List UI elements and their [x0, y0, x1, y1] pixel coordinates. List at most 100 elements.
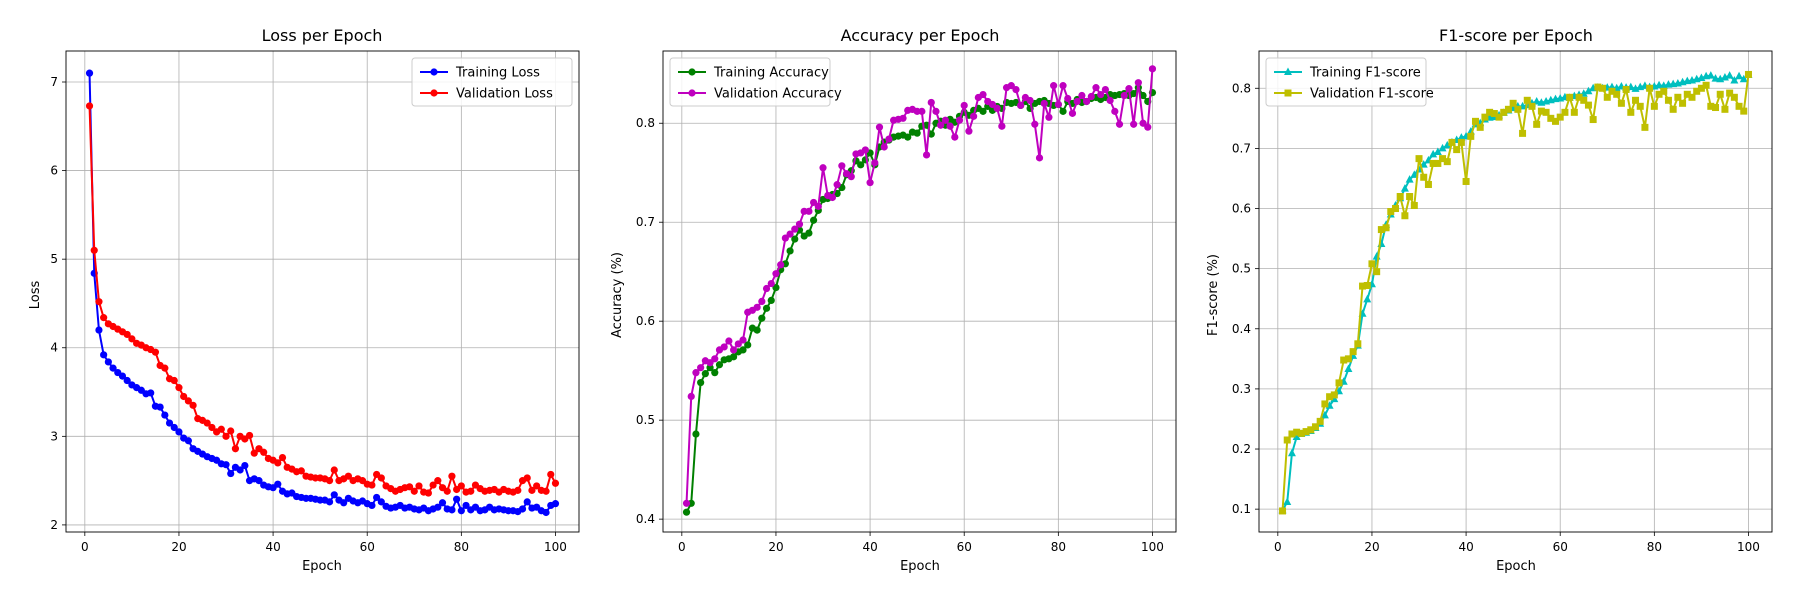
accuracy-series-1-point	[1087, 92, 1095, 101]
f1-series-1-point	[1683, 90, 1691, 98]
f1-series-1-point	[1448, 138, 1456, 146]
accuracy-series-1-point	[1082, 97, 1091, 106]
f1-series-1-point	[1744, 70, 1752, 78]
loss-legend-marker-0	[430, 68, 438, 76]
accuracy-series-1-point	[970, 112, 978, 120]
f1-series-1-point	[1500, 108, 1508, 116]
loss-series-0-point	[340, 499, 348, 507]
f1-series-0-point	[1405, 175, 1414, 183]
f1-series-1-point	[1669, 105, 1677, 113]
f1-series-1-point	[1584, 101, 1592, 109]
loss-series-1-point	[245, 431, 254, 440]
f1-series-1-point	[1495, 113, 1503, 121]
f1-series-1-point	[1646, 84, 1654, 92]
loss-series-1-point	[100, 314, 108, 322]
accuracy-chart-xlabel: Epoch	[900, 559, 940, 574]
loss-series-1-point	[260, 448, 268, 456]
accuracy-legend-box	[669, 57, 831, 107]
accuracy-series-0-point	[1059, 107, 1067, 115]
f1-series-1-point	[1387, 208, 1395, 216]
accuracy-legend-marker-1	[688, 89, 696, 97]
accuracy-series-1-point	[880, 143, 888, 151]
accuracy-series-1-point	[993, 104, 1001, 113]
f1-series-1-point	[1490, 110, 1498, 118]
f1-series-1-point	[1594, 83, 1602, 91]
accuracy-series-0-point	[753, 326, 761, 334]
accuracy-series-1-point	[838, 162, 846, 170]
f1-series-1-point	[1340, 356, 1348, 364]
loss-ytick-label: 6	[50, 164, 58, 178]
f1-chart-ylabel: F1-score (%)	[1206, 254, 1221, 336]
accuracy-series-0-point	[692, 430, 700, 438]
f1-series-1-point	[1382, 224, 1390, 232]
f1-chart: F1-score per Epoch Epoch F1-score (%) 0 2…	[1206, 26, 1773, 574]
accuracy-chart-plot-area: 0 20 40 60 80 100 0.4 0.5 0.6 0.7 0.8 Training Accu…	[636, 50, 1177, 554]
f1-series-1-point	[1547, 114, 1555, 122]
loss-series-0-point	[165, 419, 174, 427]
loss-series-1-point	[203, 419, 211, 427]
f1-ytick-label: 0.1	[1232, 502, 1251, 516]
f1-series-1-point	[1283, 436, 1291, 444]
accuracy-xtick-label: 100	[1141, 540, 1164, 554]
loss-series-1-point	[533, 482, 541, 490]
loss-axes-frame	[65, 50, 580, 533]
accuracy-series-0-point	[805, 229, 813, 237]
accuracy-chart: Accuracy per Epoch Epoch Accuracy (%) 0 2…	[610, 26, 1177, 574]
accuracy-series-1-point	[1054, 100, 1062, 109]
f1-series-1-point	[1712, 104, 1720, 112]
f1-legend: Training F1-score Validation F1-score	[1265, 57, 1434, 107]
f1-series-1-point	[1552, 117, 1560, 125]
loss-series-0-point	[373, 493, 381, 502]
f1-series-1-point	[1373, 268, 1381, 276]
f1-series-1-point	[1519, 129, 1527, 137]
f1-ytick-label: 0.6	[1232, 202, 1251, 216]
f1-series-1-point	[1476, 123, 1484, 131]
loss-series-0-point	[368, 501, 376, 510]
accuracy-series-1-point	[998, 122, 1006, 130]
accuracy-xtick-label: 0	[678, 540, 686, 554]
accuracy-series-1-point	[772, 270, 780, 278]
accuracy-series-1-point	[861, 146, 869, 154]
f1-series-0-point	[1725, 71, 1734, 79]
loss-series-0-point	[161, 411, 169, 419]
accuracy-series-1-point	[729, 346, 738, 354]
f1-series-1-point	[1467, 132, 1475, 140]
accuracy-series-1-point	[1026, 96, 1034, 105]
f1-series-1-point	[1556, 113, 1564, 121]
loss-series-1-point	[330, 466, 338, 474]
loss-ytick-label: 4	[50, 341, 58, 355]
f1-series-1-point	[1693, 87, 1701, 95]
f1-series-1-point	[1721, 105, 1729, 113]
loss-series-1-point	[222, 432, 230, 440]
f1-series-1-point	[1528, 102, 1536, 110]
accuracy-ytick-label: 0.5	[636, 413, 655, 427]
loss-series-0-point	[236, 466, 244, 474]
accuracy-series-1-point	[687, 392, 695, 401]
f1-ytick-label: 0.8	[1232, 81, 1251, 95]
f1-series-0-point	[1584, 86, 1593, 95]
accuracy-series-0-point	[729, 353, 738, 361]
f1-series-0-point	[1443, 140, 1452, 149]
accuracy-series-0-point	[758, 314, 766, 322]
loss-series-0-point	[227, 469, 235, 478]
f1-series-0-point	[1438, 143, 1447, 152]
loss-series-0-point	[448, 506, 456, 514]
loss-series-0-point	[170, 423, 178, 432]
loss-series-1-point	[424, 489, 432, 497]
f1-series-1-point	[1514, 105, 1522, 113]
f1-series-1-point	[1443, 158, 1451, 166]
f1-series-1-point	[1523, 96, 1531, 104]
accuracy-legend-marker-0	[688, 68, 696, 76]
loss-series-0-point	[377, 498, 385, 506]
f1-series-1-point	[1726, 89, 1734, 97]
loss-ytick-label: 2	[50, 518, 58, 532]
loss-series-1-point	[434, 477, 442, 485]
loss-series-0	[85, 69, 560, 517]
accuracy-series-1-point	[725, 337, 733, 345]
loss-series-1-point	[184, 397, 192, 405]
loss-ytick-label: 3	[50, 429, 58, 443]
accuracy-series-1-point	[1073, 97, 1081, 106]
accuracy-series-1-point	[805, 207, 813, 215]
loss-series-1-point	[325, 477, 334, 485]
